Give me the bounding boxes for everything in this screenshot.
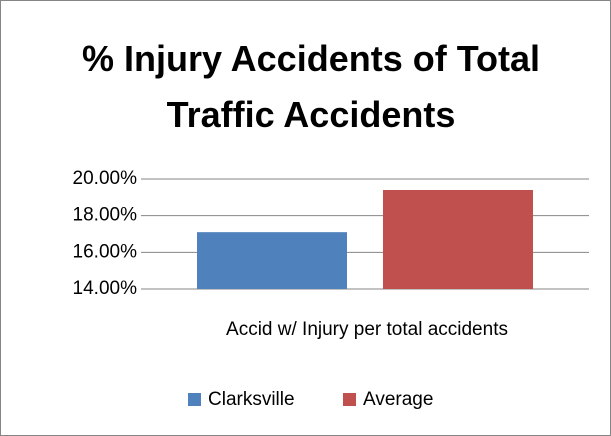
bar	[197, 232, 347, 289]
legend-label: Clarksville	[208, 389, 295, 410]
legend-label: Average	[363, 389, 433, 410]
y-tick-label: 20.00%	[73, 168, 138, 189]
y-tick-label: 14.00%	[73, 278, 138, 299]
chart-title: % Injury Accidents of Total Traffic Acci…	[81, 38, 541, 135]
y-tick-label: 16.00%	[73, 241, 138, 262]
legend-swatch	[343, 393, 356, 406]
bar	[383, 190, 533, 289]
y-tick-label: 18.00%	[73, 205, 138, 226]
legend-swatch	[188, 393, 201, 406]
x-tick-label: Accid w/ Injury per total accidents	[226, 319, 508, 340]
